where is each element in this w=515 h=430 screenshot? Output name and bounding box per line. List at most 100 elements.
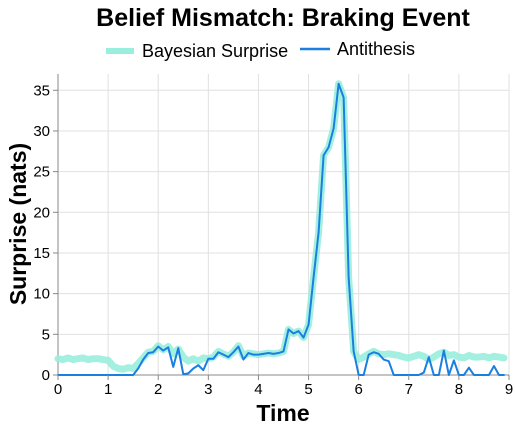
point-antithesis	[363, 374, 365, 376]
point-antithesis	[87, 374, 89, 376]
point-antithesis	[218, 351, 220, 353]
point-antithesis	[453, 360, 455, 362]
point-bayesian-surprise	[463, 357, 465, 359]
point-antithesis	[423, 372, 425, 374]
point-bayesian-surprise	[127, 367, 129, 369]
point-antithesis	[137, 368, 139, 370]
point-antithesis	[328, 146, 330, 148]
y-tick-label: 30	[33, 123, 50, 140]
point-antithesis	[388, 360, 390, 362]
point-antithesis	[488, 374, 490, 376]
point-antithesis	[77, 374, 79, 376]
point-antithesis	[373, 351, 375, 353]
point-bayesian-surprise	[433, 356, 435, 358]
point-antithesis	[503, 374, 505, 376]
point-bayesian-surprise	[488, 357, 490, 359]
point-antithesis	[473, 374, 475, 376]
point-antithesis	[303, 337, 305, 339]
point-antithesis	[268, 352, 270, 354]
point-antithesis	[343, 97, 345, 99]
point-antithesis	[213, 358, 215, 360]
y-axis-title: Surprise (nats)	[5, 143, 31, 305]
point-antithesis	[117, 374, 119, 376]
point-antithesis	[72, 374, 74, 376]
point-antithesis	[203, 369, 205, 371]
point-antithesis	[238, 346, 240, 348]
point-antithesis	[82, 374, 84, 376]
point-bayesian-surprise	[473, 356, 475, 358]
point-bayesian-surprise	[203, 357, 205, 359]
point-antithesis	[318, 232, 320, 234]
x-tick-label: 5	[304, 381, 312, 398]
x-tick-label: 3	[204, 381, 212, 398]
point-bayesian-surprise	[198, 360, 200, 362]
x-tick-label: 7	[405, 381, 413, 398]
point-bayesian-surprise	[82, 357, 84, 359]
point-antithesis	[463, 374, 465, 376]
point-bayesian-surprise	[453, 354, 455, 356]
point-bayesian-surprise	[458, 356, 460, 358]
point-bayesian-surprise	[57, 358, 59, 360]
point-antithesis	[248, 352, 250, 354]
point-bayesian-surprise	[122, 369, 124, 371]
point-antithesis	[263, 353, 265, 355]
point-antithesis	[273, 353, 275, 355]
y-tick-label: 20	[33, 204, 50, 221]
point-bayesian-surprise	[97, 358, 99, 360]
point-antithesis	[193, 368, 195, 370]
point-antithesis	[293, 333, 295, 335]
point-bayesian-surprise	[393, 354, 395, 356]
x-tick-label: 1	[104, 381, 112, 398]
point-bayesian-surprise	[77, 358, 79, 360]
point-antithesis	[228, 356, 230, 358]
point-antithesis	[142, 359, 144, 361]
point-antithesis	[243, 359, 245, 361]
point-antithesis	[177, 347, 179, 349]
point-antithesis	[348, 277, 350, 279]
point-antithesis	[157, 346, 159, 348]
point-bayesian-surprise	[398, 355, 400, 357]
x-tick-label: 0	[54, 381, 62, 398]
x-tick-label: 2	[154, 381, 162, 398]
point-bayesian-surprise	[383, 354, 385, 356]
point-bayesian-surprise	[193, 358, 195, 360]
point-antithesis	[223, 354, 225, 356]
point-antithesis	[338, 83, 340, 85]
point-bayesian-surprise	[483, 355, 485, 357]
point-antithesis	[283, 351, 285, 353]
point-antithesis	[333, 128, 335, 130]
series-0	[54, 80, 508, 373]
point-antithesis	[498, 374, 500, 376]
point-antithesis	[172, 366, 174, 368]
legend-label-antithesis: Antithesis	[337, 39, 415, 59]
y-tick-label: 5	[42, 326, 50, 343]
x-tick-label: 4	[254, 381, 262, 398]
point-bayesian-surprise	[67, 357, 69, 359]
point-bayesian-surprise	[72, 359, 74, 361]
point-antithesis	[97, 374, 99, 376]
point-antithesis	[413, 374, 415, 376]
point-bayesian-surprise	[182, 356, 184, 358]
tick-labels: 0 1 2 3 4 5 6 7 8 9 0 5 10 15 20 25 30 35	[33, 82, 513, 398]
point-bayesian-surprise	[137, 363, 139, 365]
x-axis-title: Time	[256, 400, 309, 426]
point-bayesian-surprise	[498, 356, 500, 358]
point-antithesis	[208, 358, 210, 360]
line-antithesis	[57, 82, 505, 376]
y-tick-label: 25	[33, 164, 50, 181]
series-1	[57, 82, 505, 376]
point-bayesian-surprise	[132, 368, 134, 370]
point-antithesis	[298, 330, 300, 332]
point-bayesian-surprise	[92, 358, 94, 360]
point-bayesian-surprise	[438, 353, 440, 355]
legend-label-bayesian-surprise: Bayesian Surprise	[142, 41, 288, 61]
x-tick-label: 9	[505, 381, 513, 398]
grid	[57, 74, 510, 376]
point-antithesis	[478, 374, 480, 376]
point-bayesian-surprise	[107, 360, 109, 362]
series-layer	[54, 80, 508, 376]
point-antithesis	[383, 359, 385, 361]
point-antithesis	[253, 354, 255, 356]
point-antithesis	[308, 324, 310, 326]
point-bayesian-surprise	[403, 356, 405, 358]
